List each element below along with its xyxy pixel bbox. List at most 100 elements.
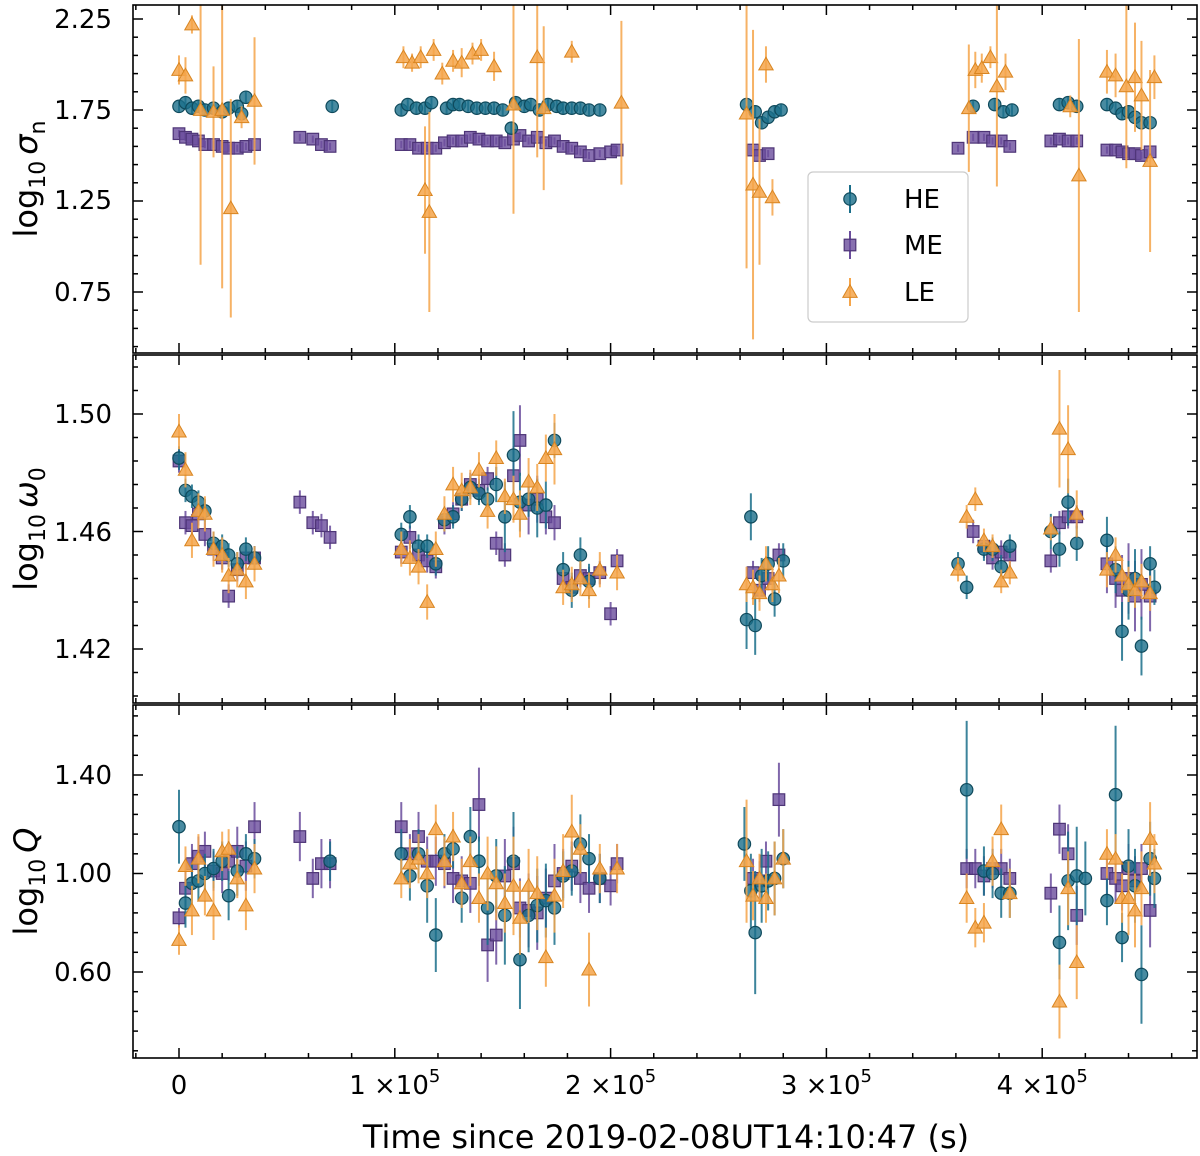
he-point	[774, 103, 788, 117]
le-point	[246, 860, 263, 875]
le-point	[982, 49, 999, 64]
le-point	[563, 823, 580, 838]
he-point	[206, 861, 221, 876]
data-q	[170, 720, 1163, 1039]
he-point	[1134, 639, 1149, 653]
le-point	[196, 505, 213, 520]
le-point	[505, 96, 522, 111]
le-point	[1107, 850, 1124, 865]
le-point	[609, 860, 626, 875]
x-tick-labels: 0 1 ×105 2 ×105 3 ×105 4 ×105	[171, 1066, 1088, 1101]
le-point	[993, 573, 1010, 588]
y-tick-label: 0.75	[54, 278, 112, 308]
le-point	[1060, 441, 1077, 456]
y-tick-label: 2.25	[54, 5, 112, 35]
le-point	[775, 850, 792, 865]
he-point	[1052, 935, 1067, 950]
legend-label: HE	[904, 185, 940, 215]
he-point	[767, 592, 782, 606]
he-point	[1115, 930, 1129, 945]
le-point	[453, 54, 470, 69]
me-point	[293, 830, 307, 843]
he-point	[1143, 557, 1157, 571]
le-point	[233, 109, 250, 124]
le-point	[473, 41, 490, 56]
he-point	[1052, 542, 1067, 556]
le-point	[183, 902, 201, 917]
data-sigma	[170, 5, 1163, 340]
he-point	[593, 103, 607, 117]
he-point	[959, 580, 974, 595]
le-point	[1098, 561, 1116, 576]
me-point	[248, 820, 261, 834]
le-point	[183, 16, 201, 31]
le-point	[1118, 78, 1135, 93]
he-point	[1005, 103, 1019, 117]
legend-label: ME	[904, 231, 943, 261]
he-point	[1108, 787, 1123, 802]
series-le	[170, 5, 1163, 340]
me-point	[582, 881, 596, 895]
me-point	[582, 149, 596, 162]
le-point	[434, 65, 451, 80]
le-point	[462, 479, 479, 494]
he-point	[489, 477, 504, 492]
y-axis-label: log10ω0	[7, 467, 51, 591]
he-point	[325, 99, 340, 114]
axes-frame	[132, 704, 1198, 1059]
he-point	[737, 837, 752, 851]
le-point	[445, 828, 462, 843]
me-point	[172, 911, 186, 925]
le-point	[975, 532, 992, 547]
he-point	[1100, 893, 1114, 908]
le-point	[757, 889, 775, 905]
le-point	[738, 105, 755, 120]
le-point	[958, 889, 975, 905]
le-point	[591, 561, 608, 576]
me-point	[951, 141, 965, 155]
le-point	[488, 875, 505, 890]
le-point	[738, 852, 755, 868]
y-tick-label: 1.75	[54, 96, 112, 126]
he-point	[573, 548, 588, 562]
me-point	[843, 238, 857, 252]
le-point	[421, 203, 438, 218]
le-point	[997, 63, 1014, 78]
legend-entry-le: LE	[841, 278, 935, 308]
le-point	[520, 473, 537, 488]
x-tick-label: 0	[171, 1071, 188, 1101]
le-point	[1098, 845, 1116, 860]
le-point	[183, 532, 201, 547]
le-point	[237, 897, 254, 912]
le-point	[425, 41, 442, 56]
me-point	[306, 872, 320, 885]
y-tick-label: 0.60	[54, 958, 112, 988]
he-point	[513, 952, 527, 967]
legend: HE ME LE	[807, 171, 969, 323]
he-point	[323, 854, 337, 868]
me-point	[604, 607, 617, 621]
le-point	[1001, 884, 1018, 900]
le-point	[967, 490, 984, 506]
le-point	[1142, 152, 1159, 167]
le-point	[496, 488, 513, 503]
le-point	[393, 870, 410, 885]
le-point	[751, 584, 768, 600]
le-point	[537, 949, 554, 964]
le-point	[1126, 902, 1144, 917]
le-point	[563, 43, 580, 58]
le-point	[764, 576, 781, 591]
le-point	[205, 540, 222, 556]
he-point	[424, 95, 439, 110]
le-point	[1146, 855, 1163, 870]
le-point	[1120, 889, 1137, 905]
axes-frame	[132, 4, 1198, 354]
he-point	[748, 925, 762, 940]
le-point	[529, 884, 546, 900]
me-point	[513, 434, 527, 447]
me-point	[1143, 904, 1157, 917]
le-point	[410, 850, 427, 865]
le-point	[555, 862, 572, 877]
he-point	[582, 851, 596, 866]
le-point	[445, 52, 462, 67]
